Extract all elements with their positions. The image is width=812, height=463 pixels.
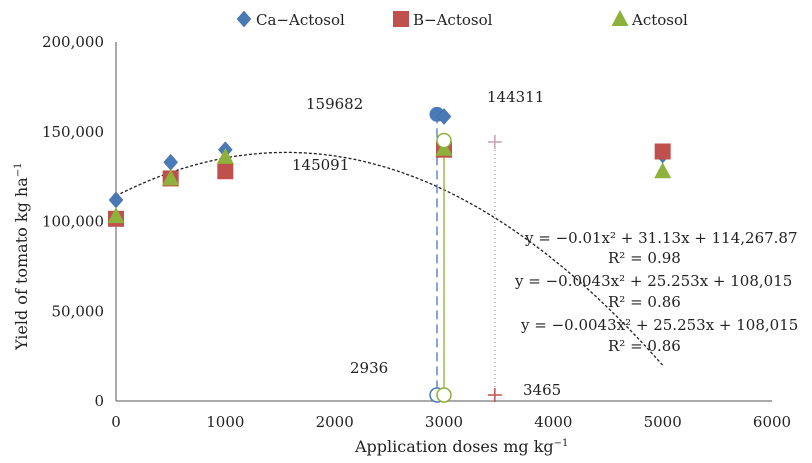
trendline <box>115 151 664 366</box>
optimum-point <box>436 132 452 149</box>
x-tick-label: 1000 <box>206 413 244 431</box>
drop-lines <box>429 114 502 403</box>
x-tick-label: 5000 <box>644 413 682 431</box>
y-tick-label: 0 <box>94 392 104 410</box>
y-tick-label: 150,000 <box>42 123 104 141</box>
y-axis-title: Yield of tomato kg ha−1 <box>12 163 31 352</box>
data-point <box>216 147 234 164</box>
annotation-3465: 3465 <box>523 381 561 399</box>
data-points <box>107 106 672 227</box>
y-tick-label: 200,000 <box>42 33 104 51</box>
x-tick-label: 6000 <box>753 413 791 431</box>
data-point <box>654 162 672 179</box>
equation-2: y = −0.0043x² + 25.253x + 108,015 <box>514 272 792 290</box>
data-point <box>108 191 124 209</box>
legend-marker <box>393 11 409 27</box>
data-point <box>217 163 234 180</box>
annotation-2936: 2936 <box>350 359 388 377</box>
data-point <box>107 207 125 224</box>
equation-3: y = −0.0043x² + 25.253x + 108,015 <box>520 316 798 334</box>
optimum-point <box>436 108 452 125</box>
r-squared-1: R² = 0.98 <box>608 249 681 267</box>
data-point <box>654 143 671 160</box>
legend-label: Ca−Actosol <box>256 11 345 29</box>
data-point <box>163 153 178 171</box>
annotation-145091: 145091 <box>292 156 349 174</box>
y-tick-label: 100,000 <box>42 213 104 231</box>
x-tick-label: 2000 <box>316 413 354 431</box>
x-tick-label: 0 <box>111 413 121 431</box>
r-squared-3: R² = 0.86 <box>608 337 681 355</box>
y-tick-label: 50,000 <box>52 302 105 320</box>
x-tick-label: 3000 <box>425 413 463 431</box>
annotation-144311: 144311 <box>487 88 544 106</box>
fit-curve <box>115 151 664 366</box>
x-axis-title: Application doses mg kg−1 <box>354 437 568 456</box>
legend-item: B−Actosol <box>393 11 493 29</box>
tick-labels: 0 1000 2000 3000 4000 5000 6000 0 50,000 100,000 1… <box>42 33 791 431</box>
drop-line-base-marker <box>436 387 452 403</box>
legend-marker <box>611 10 629 26</box>
data-point <box>162 169 180 186</box>
x-tick-label: 4000 <box>534 413 572 431</box>
legend-marker <box>236 10 252 28</box>
legend-item: Ca−Actosol <box>236 10 345 29</box>
legend-label: Actosol <box>631 11 688 29</box>
legend-label: B−Actosol <box>413 11 493 29</box>
r-squared-2: R² = 0.86 <box>608 293 681 311</box>
annotation-159682: 159682 <box>306 95 363 113</box>
equation-1: y = −0.01x² + 31.13x + 114,267.87 <box>524 229 798 247</box>
legend-item: Actosol <box>611 10 688 29</box>
legend: Ca−Actosol B−Actosol Actosol <box>236 10 688 29</box>
